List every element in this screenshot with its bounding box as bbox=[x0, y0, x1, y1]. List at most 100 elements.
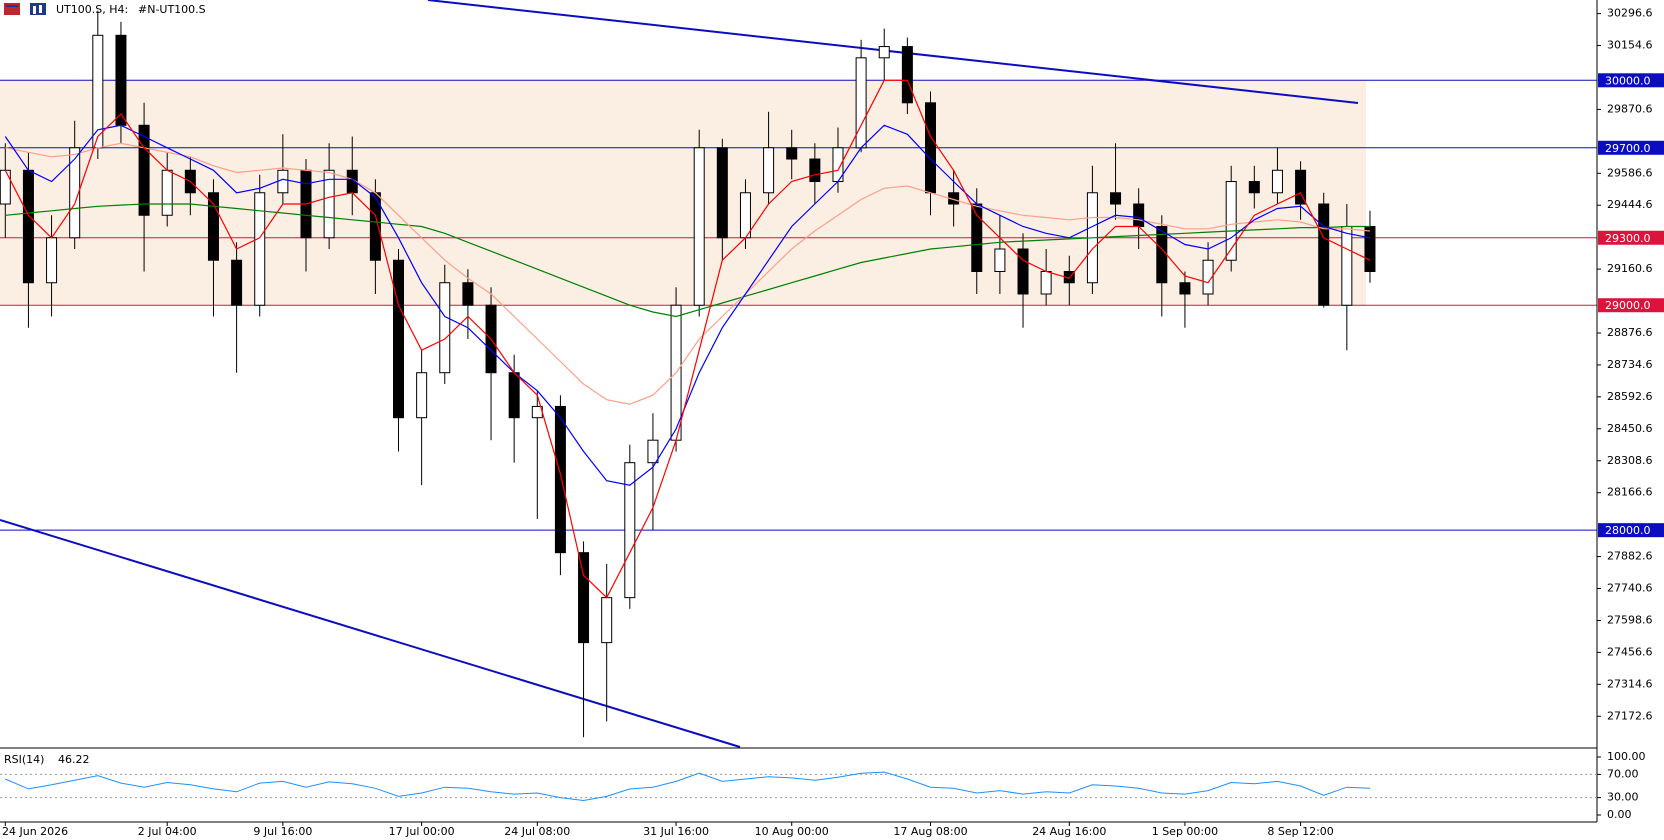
level-label-box bbox=[1598, 230, 1664, 245]
candle-body bbox=[925, 102, 936, 194]
candle-body bbox=[578, 552, 590, 644]
candle-body bbox=[994, 248, 1006, 272]
moving-average bbox=[4, 124, 1371, 486]
moving-average bbox=[4, 79, 1371, 599]
rsi-tick-label: 70.00 bbox=[1607, 767, 1639, 780]
x-tick-label: 9 Jul 16:00 bbox=[253, 825, 312, 838]
x-tick-label: 31 Jul 16:00 bbox=[643, 825, 709, 838]
x-tick-label: 17 Jul 00:00 bbox=[389, 825, 455, 838]
trend-line bbox=[427, 0, 1359, 104]
icon bbox=[6, 5, 18, 7]
x-tick-label: 8 Sep 12:00 bbox=[1267, 825, 1333, 838]
candle-body bbox=[809, 158, 821, 183]
candle-body bbox=[1110, 192, 1122, 205]
ma-layer bbox=[4, 79, 1371, 599]
y-tick-label: 29870.6 bbox=[1607, 102, 1653, 115]
candle-body bbox=[624, 462, 636, 599]
y-tick-label: 27740.6 bbox=[1607, 582, 1653, 595]
level-label-box bbox=[1598, 523, 1664, 538]
candle-body bbox=[439, 282, 451, 374]
candle-body bbox=[138, 124, 150, 216]
icon bbox=[4, 3, 20, 15]
candle-body bbox=[1133, 203, 1145, 228]
candle-body bbox=[393, 259, 405, 419]
candle-body bbox=[115, 34, 127, 126]
candle-body bbox=[716, 147, 728, 239]
level-layer bbox=[0, 79, 1597, 531]
level-label: 29700.0 bbox=[1605, 142, 1651, 155]
x-tick-label: 24 Aug 16:00 bbox=[1032, 825, 1106, 838]
candle-body bbox=[1225, 181, 1237, 261]
candle-body bbox=[1202, 259, 1214, 295]
candle-body bbox=[1341, 226, 1353, 306]
level-label: 28000.0 bbox=[1605, 524, 1651, 537]
candle-body bbox=[1295, 169, 1307, 205]
rsi-tick-label: 30.00 bbox=[1607, 791, 1639, 804]
y-tick-label: 28734.6 bbox=[1607, 358, 1653, 371]
y-tick-label: 27314.6 bbox=[1607, 677, 1653, 690]
candle-body bbox=[254, 192, 266, 306]
level-label-box bbox=[1598, 73, 1664, 88]
candle-body bbox=[1318, 203, 1330, 306]
candle-body bbox=[855, 57, 867, 149]
candle-body bbox=[231, 259, 243, 306]
candle-body bbox=[901, 46, 913, 104]
candle-body bbox=[508, 372, 520, 419]
candle-body bbox=[1248, 181, 1260, 194]
moving-average bbox=[5, 203, 1370, 318]
candle-body bbox=[1017, 248, 1029, 295]
y-tick-label: 29160.6 bbox=[1607, 262, 1653, 275]
rsi-title: RSI(14) bbox=[4, 753, 44, 766]
icon bbox=[33, 6, 36, 14]
y-tick-label: 28450.6 bbox=[1607, 422, 1653, 435]
candle-body bbox=[416, 372, 428, 419]
x-tick-label: 17 Aug 08:00 bbox=[893, 825, 967, 838]
candle-body bbox=[1271, 169, 1283, 194]
rsi-tick-label: 0.00 bbox=[1607, 808, 1632, 821]
y-tick-label: 30154.6 bbox=[1607, 39, 1653, 52]
x-tick-label: 2 Jul 04:00 bbox=[138, 825, 197, 838]
candle-body bbox=[878, 46, 890, 59]
rsi-line bbox=[5, 771, 1371, 802]
y-tick-label: 30296.6 bbox=[1607, 7, 1653, 20]
candle-body bbox=[647, 439, 659, 464]
candle-body bbox=[693, 147, 705, 306]
rsi-tick-label: 100.00 bbox=[1607, 750, 1646, 763]
symbol: UT100.S, H4: bbox=[56, 3, 128, 16]
y-tick-label: 28166.6 bbox=[1607, 486, 1653, 499]
candle-body bbox=[161, 169, 173, 216]
candle-body bbox=[739, 192, 751, 239]
x-tick-label: 24 Jun 2026 bbox=[2, 825, 68, 838]
icon bbox=[39, 5, 42, 13]
y-tick-label: 28308.6 bbox=[1607, 454, 1653, 467]
candle-body bbox=[1040, 270, 1052, 295]
x-tick-label: 1 Sep 00:00 bbox=[1152, 825, 1218, 838]
candle-body bbox=[46, 237, 58, 284]
x-tick-label: 24 Jul 08:00 bbox=[504, 825, 570, 838]
candle-body bbox=[1364, 226, 1376, 272]
level-label: 29000.0 bbox=[1605, 299, 1651, 312]
level-label: 30000.0 bbox=[1605, 74, 1651, 87]
y-tick-label: 27882.6 bbox=[1607, 550, 1653, 563]
header: UT100.S, H4: #N-UT100.S bbox=[4, 3, 206, 16]
y-tick-label: 29444.6 bbox=[1607, 198, 1653, 211]
candle-body bbox=[462, 282, 474, 306]
candle-body bbox=[763, 147, 775, 194]
candle-body bbox=[554, 405, 566, 554]
candle-body bbox=[0, 169, 11, 205]
candle-body bbox=[277, 169, 289, 194]
level-label-box bbox=[1598, 140, 1664, 155]
candle-body bbox=[601, 597, 613, 644]
trend-line bbox=[0, 519, 741, 748]
y-tick-label: 29586.6 bbox=[1607, 166, 1653, 179]
level-label-box bbox=[1598, 298, 1664, 313]
y-tick-label: 28592.6 bbox=[1607, 390, 1653, 403]
symbol-name: #N-UT100.S bbox=[138, 3, 206, 16]
candle-body bbox=[22, 169, 34, 284]
y-tick-label: 27456.6 bbox=[1607, 645, 1653, 658]
level-label: 29300.0 bbox=[1605, 232, 1651, 245]
candle-body bbox=[323, 169, 335, 239]
candle-body bbox=[786, 147, 798, 160]
